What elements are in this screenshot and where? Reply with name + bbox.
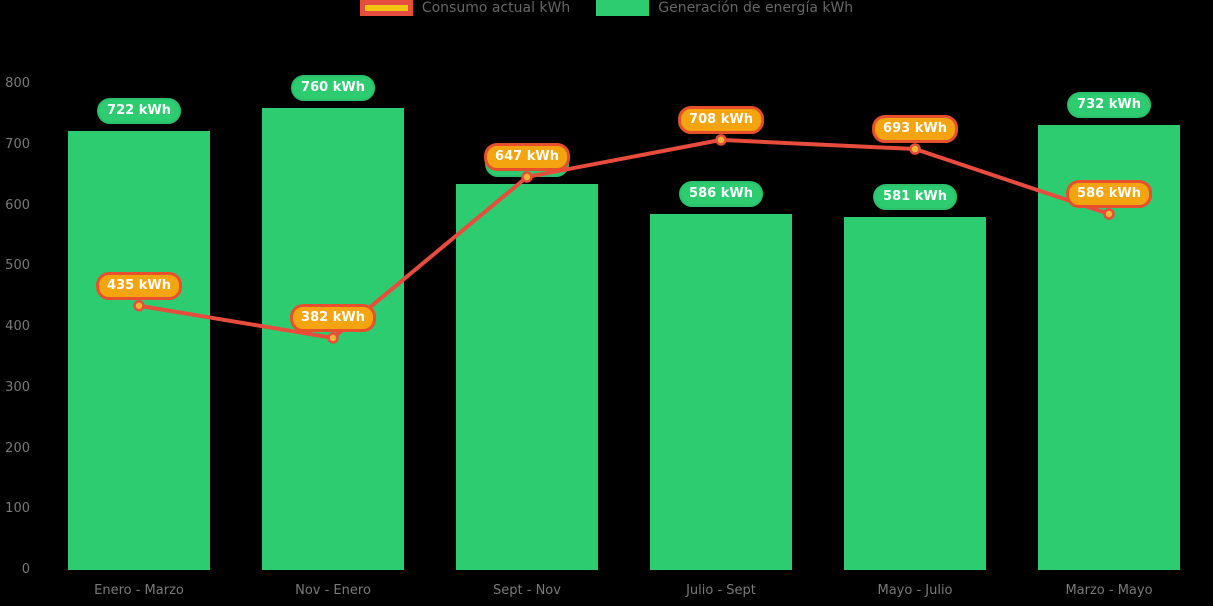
line-value-pill: 708 kWh bbox=[678, 105, 764, 134]
x-tick-label: Sept - Nov bbox=[493, 583, 561, 598]
x-tick-label: Julio - Sept bbox=[686, 583, 756, 598]
y-tick-label: 700 bbox=[5, 136, 30, 152]
legend-item-consumo[interactable]: Consumo actual kWh bbox=[359, 0, 571, 16]
bar-value-pill: 760 kWh bbox=[291, 75, 375, 102]
generacion-bar-swatch-icon bbox=[596, 0, 650, 16]
legend-label-generacion: Generación de energía kWh bbox=[658, 0, 854, 16]
y-tick-label: 200 bbox=[5, 440, 30, 456]
legend-item-generacion[interactable]: Generación de energía kWh bbox=[596, 0, 853, 16]
y-tick-label: 100 bbox=[5, 501, 30, 517]
bar-value-pill: 722 kWh bbox=[97, 98, 181, 125]
line-value-pill: 435 kWh bbox=[96, 271, 182, 300]
y-tick-label: 0 bbox=[21, 562, 30, 577]
y-tick-label: 300 bbox=[5, 379, 30, 395]
line-value-pill: 382 kWh bbox=[290, 303, 376, 332]
y-tick-label: 800 bbox=[5, 76, 30, 91]
y-tick-label: 600 bbox=[5, 197, 30, 213]
line-value-pill: 647 kWh bbox=[484, 142, 570, 171]
x-tick-label: Marzo - Mayo bbox=[1065, 583, 1153, 598]
x-tick-label: Mayo - Julio bbox=[877, 583, 953, 598]
y-tick-label: 500 bbox=[5, 258, 30, 274]
consumo-line-swatch-icon bbox=[359, 0, 413, 16]
chart-legend: Consumo actual kWh Generación de energía… bbox=[0, 0, 1213, 16]
line-value-pill: 586 kWh bbox=[1066, 180, 1152, 208]
x-tick-label: Enero - Marzo bbox=[94, 583, 184, 598]
y-tick-label: 400 bbox=[5, 319, 30, 334]
x-tick-label: Nov - Enero bbox=[295, 583, 371, 598]
line-value-pill: 693 kWh bbox=[872, 115, 958, 143]
legend-label-consumo: Consumo actual kWh bbox=[421, 0, 571, 16]
bar-value-pill: 732 kWh bbox=[1067, 92, 1151, 119]
